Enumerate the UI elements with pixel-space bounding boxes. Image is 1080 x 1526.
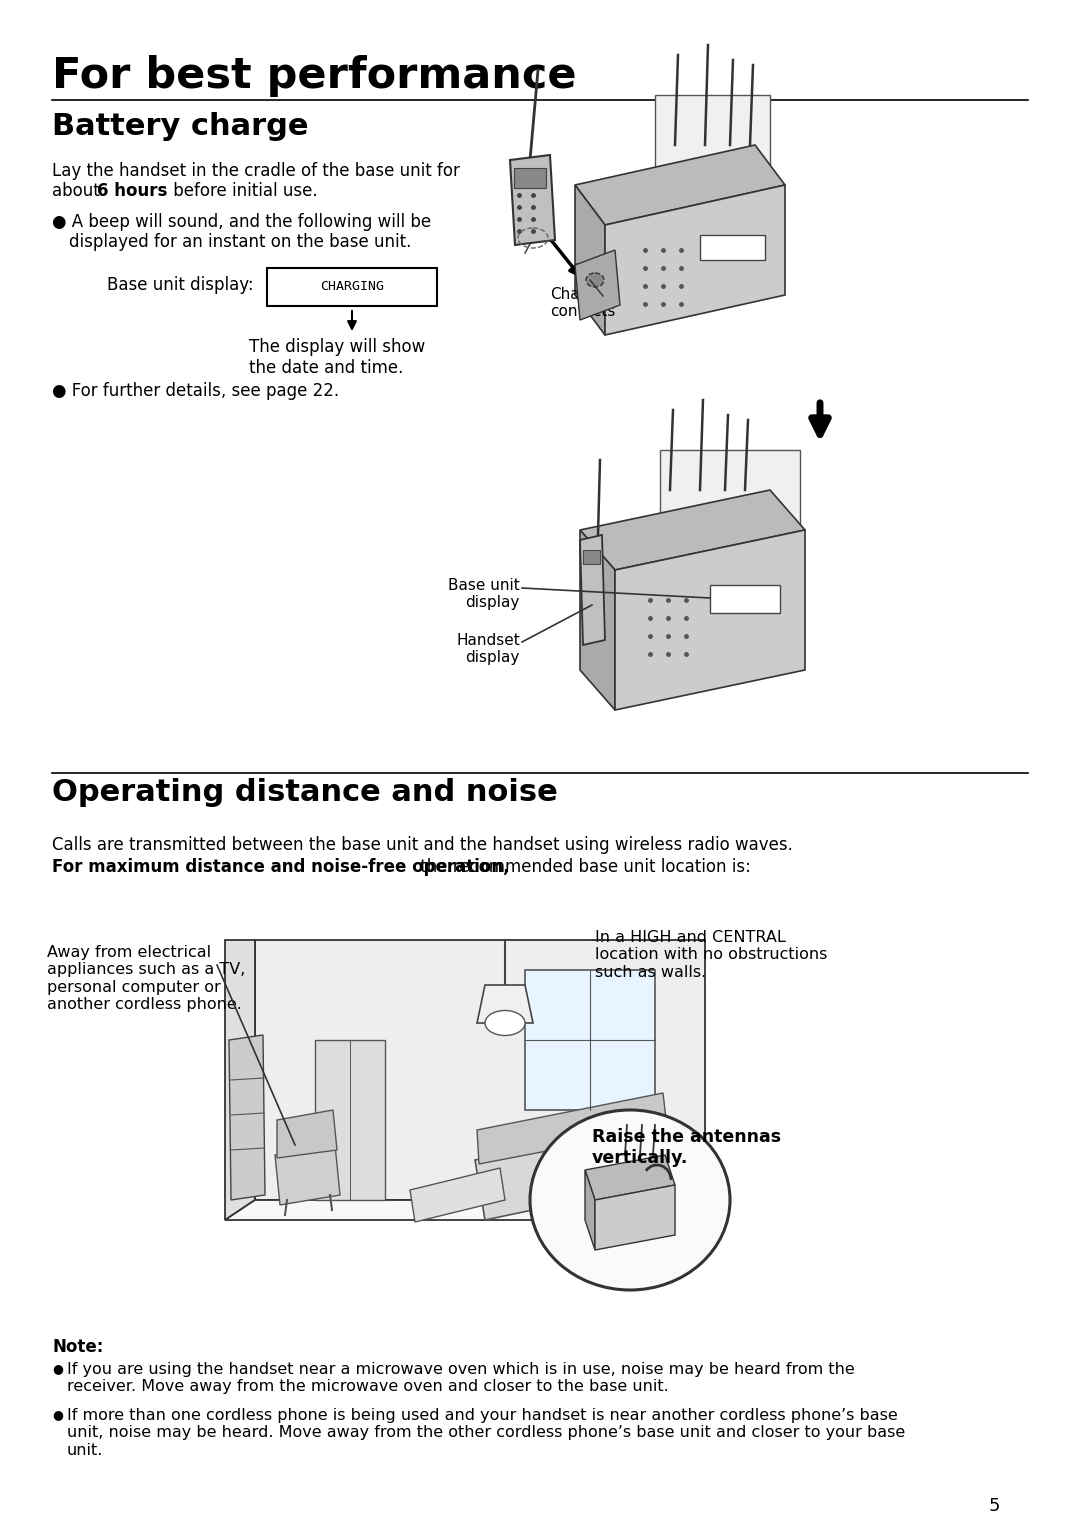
Polygon shape bbox=[477, 1093, 667, 1164]
Polygon shape bbox=[580, 536, 605, 645]
Text: displayed for an instant on the base unit.: displayed for an instant on the base uni… bbox=[69, 233, 411, 250]
Text: ● A beep will sound, and the following will be: ● A beep will sound, and the following w… bbox=[52, 214, 431, 230]
Polygon shape bbox=[477, 984, 534, 1022]
Polygon shape bbox=[275, 1144, 340, 1206]
Polygon shape bbox=[225, 940, 255, 1219]
Ellipse shape bbox=[485, 1010, 525, 1036]
Text: Handset
display: Handset display bbox=[456, 633, 519, 665]
Text: For best performance: For best performance bbox=[52, 55, 577, 98]
Bar bbox=[700, 235, 765, 259]
Polygon shape bbox=[276, 1109, 337, 1158]
Text: Calls are transmitted between the base unit and the handset using wireless radio: Calls are transmitted between the base u… bbox=[52, 836, 793, 855]
Bar bbox=[315, 1041, 384, 1199]
Text: Lay the handset in the cradle of the base unit for: Lay the handset in the cradle of the bas… bbox=[52, 162, 460, 180]
Polygon shape bbox=[255, 940, 705, 1199]
Polygon shape bbox=[615, 530, 805, 710]
Text: If more than one cordless phone is being used and your handset is near another c: If more than one cordless phone is being… bbox=[67, 1408, 905, 1457]
Text: about: about bbox=[52, 182, 105, 200]
Text: ●: ● bbox=[52, 1363, 63, 1375]
Polygon shape bbox=[575, 185, 605, 336]
Polygon shape bbox=[595, 1186, 675, 1250]
Text: ● For further details, see page 22.: ● For further details, see page 22. bbox=[52, 382, 339, 400]
Text: The display will show
the date and time.: The display will show the date and time. bbox=[249, 337, 426, 377]
Polygon shape bbox=[580, 530, 615, 710]
Polygon shape bbox=[585, 1155, 675, 1199]
Polygon shape bbox=[510, 156, 555, 246]
Text: In a HIGH and CENTRAL
location with no obstructions
such as walls.: In a HIGH and CENTRAL location with no o… bbox=[595, 929, 827, 980]
Text: For maximum distance and noise-free operation,: For maximum distance and noise-free oper… bbox=[52, 858, 510, 876]
Text: before initial use.: before initial use. bbox=[168, 182, 318, 200]
Polygon shape bbox=[475, 1120, 675, 1219]
Text: Base unit display:: Base unit display: bbox=[107, 276, 254, 295]
Text: CHARGING: CHARGING bbox=[320, 281, 384, 293]
Polygon shape bbox=[585, 1170, 595, 1250]
Text: ●: ● bbox=[52, 1408, 63, 1421]
Polygon shape bbox=[660, 450, 800, 600]
Text: Operating distance and noise: Operating distance and noise bbox=[52, 778, 557, 807]
Polygon shape bbox=[580, 490, 805, 571]
Polygon shape bbox=[575, 250, 620, 320]
Text: Away from electrical
appliances such as a TV,
personal computer or
another cordl: Away from electrical appliances such as … bbox=[48, 945, 245, 1012]
Polygon shape bbox=[575, 145, 785, 224]
Polygon shape bbox=[654, 95, 770, 224]
Polygon shape bbox=[229, 1035, 265, 1199]
Bar bbox=[514, 168, 546, 188]
Text: Charge
contacts: Charge contacts bbox=[550, 287, 616, 319]
Text: Note:: Note: bbox=[52, 1338, 104, 1357]
Text: 5: 5 bbox=[988, 1497, 1000, 1515]
Bar bbox=[267, 269, 437, 307]
Text: Battery charge: Battery charge bbox=[52, 111, 309, 140]
Text: 6 hours: 6 hours bbox=[97, 182, 167, 200]
Polygon shape bbox=[225, 1199, 725, 1219]
Bar bbox=[710, 584, 780, 613]
Ellipse shape bbox=[586, 273, 604, 287]
Text: If you are using the handset near a microwave oven which is in use, noise may be: If you are using the handset near a micr… bbox=[67, 1363, 854, 1395]
Text: Base unit
display: Base unit display bbox=[448, 578, 519, 610]
Polygon shape bbox=[410, 1167, 505, 1222]
Text: the recommended base unit location is:: the recommended base unit location is: bbox=[415, 858, 751, 876]
Bar bbox=[525, 971, 654, 1109]
Text: Raise the antennas
vertically.: Raise the antennas vertically. bbox=[592, 1128, 781, 1167]
Polygon shape bbox=[605, 185, 785, 336]
Ellipse shape bbox=[530, 1109, 730, 1289]
Bar bbox=[583, 549, 600, 565]
